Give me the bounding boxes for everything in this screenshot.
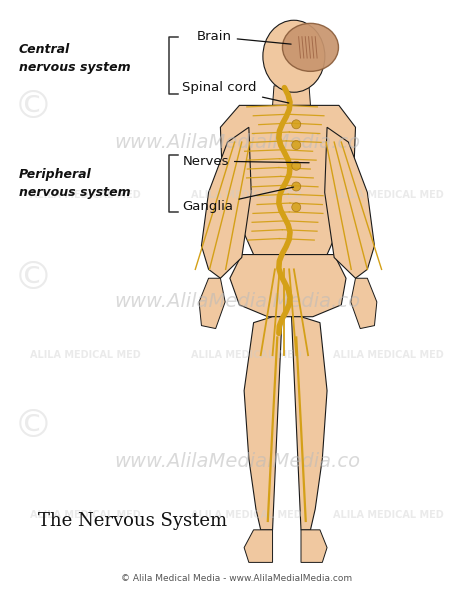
Text: ©: © (14, 88, 53, 126)
Text: www.AlilaMedialMedia.co: www.AlilaMedialMedia.co (114, 133, 360, 152)
Polygon shape (244, 530, 273, 562)
Polygon shape (201, 127, 251, 278)
Text: Peripheral
nervous system: Peripheral nervous system (19, 168, 130, 199)
Circle shape (292, 120, 301, 129)
Text: Spinal cord: Spinal cord (182, 81, 289, 103)
Text: www.AlilaMedialMedia.co: www.AlilaMedialMedia.co (114, 452, 360, 471)
Polygon shape (199, 278, 225, 329)
Circle shape (292, 140, 301, 150)
Text: ALILA MEDICAL MED: ALILA MEDICAL MED (191, 350, 302, 360)
Text: ALILA MEDICAL MED: ALILA MEDICAL MED (30, 191, 141, 200)
Text: ALILA MEDICAL MED: ALILA MEDICAL MED (30, 350, 141, 360)
Ellipse shape (263, 20, 325, 92)
Text: ALILA MEDICAL MED: ALILA MEDICAL MED (333, 510, 444, 520)
Circle shape (292, 161, 301, 170)
Text: ALILA MEDICAL MED: ALILA MEDICAL MED (333, 191, 444, 200)
Polygon shape (325, 127, 374, 278)
Text: The Nervous System: The Nervous System (38, 512, 227, 530)
Text: ALILA MEDICAL MED: ALILA MEDICAL MED (30, 510, 141, 520)
Text: ©: © (14, 407, 53, 445)
Text: Nerves: Nerves (182, 155, 309, 168)
Ellipse shape (283, 23, 338, 72)
Circle shape (292, 182, 301, 191)
Polygon shape (351, 278, 377, 329)
Text: Central
nervous system: Central nervous system (19, 43, 130, 73)
Text: © Alila Medical Media - www.AlilaMedialMedia.com: © Alila Medical Media - www.AlilaMedialM… (121, 574, 353, 584)
Text: Ganglia: Ganglia (182, 187, 293, 213)
Text: ALILA MEDICAL MED: ALILA MEDICAL MED (191, 510, 302, 520)
Polygon shape (230, 255, 346, 317)
Text: ©: © (14, 88, 53, 126)
Polygon shape (220, 105, 356, 255)
Circle shape (292, 202, 301, 212)
Polygon shape (244, 317, 282, 530)
Text: Brain: Brain (197, 30, 291, 44)
Polygon shape (273, 86, 310, 105)
Polygon shape (292, 317, 327, 530)
Text: ©: © (14, 259, 53, 297)
Text: www.AlilaMedialMedia.co: www.AlilaMedialMedia.co (114, 292, 360, 311)
Text: ©: © (14, 259, 53, 297)
Polygon shape (301, 530, 327, 562)
Text: ALILA MEDICAL MED: ALILA MEDICAL MED (191, 191, 302, 200)
Text: ALILA MEDICAL MED: ALILA MEDICAL MED (333, 350, 444, 360)
Text: ©: © (14, 407, 53, 445)
